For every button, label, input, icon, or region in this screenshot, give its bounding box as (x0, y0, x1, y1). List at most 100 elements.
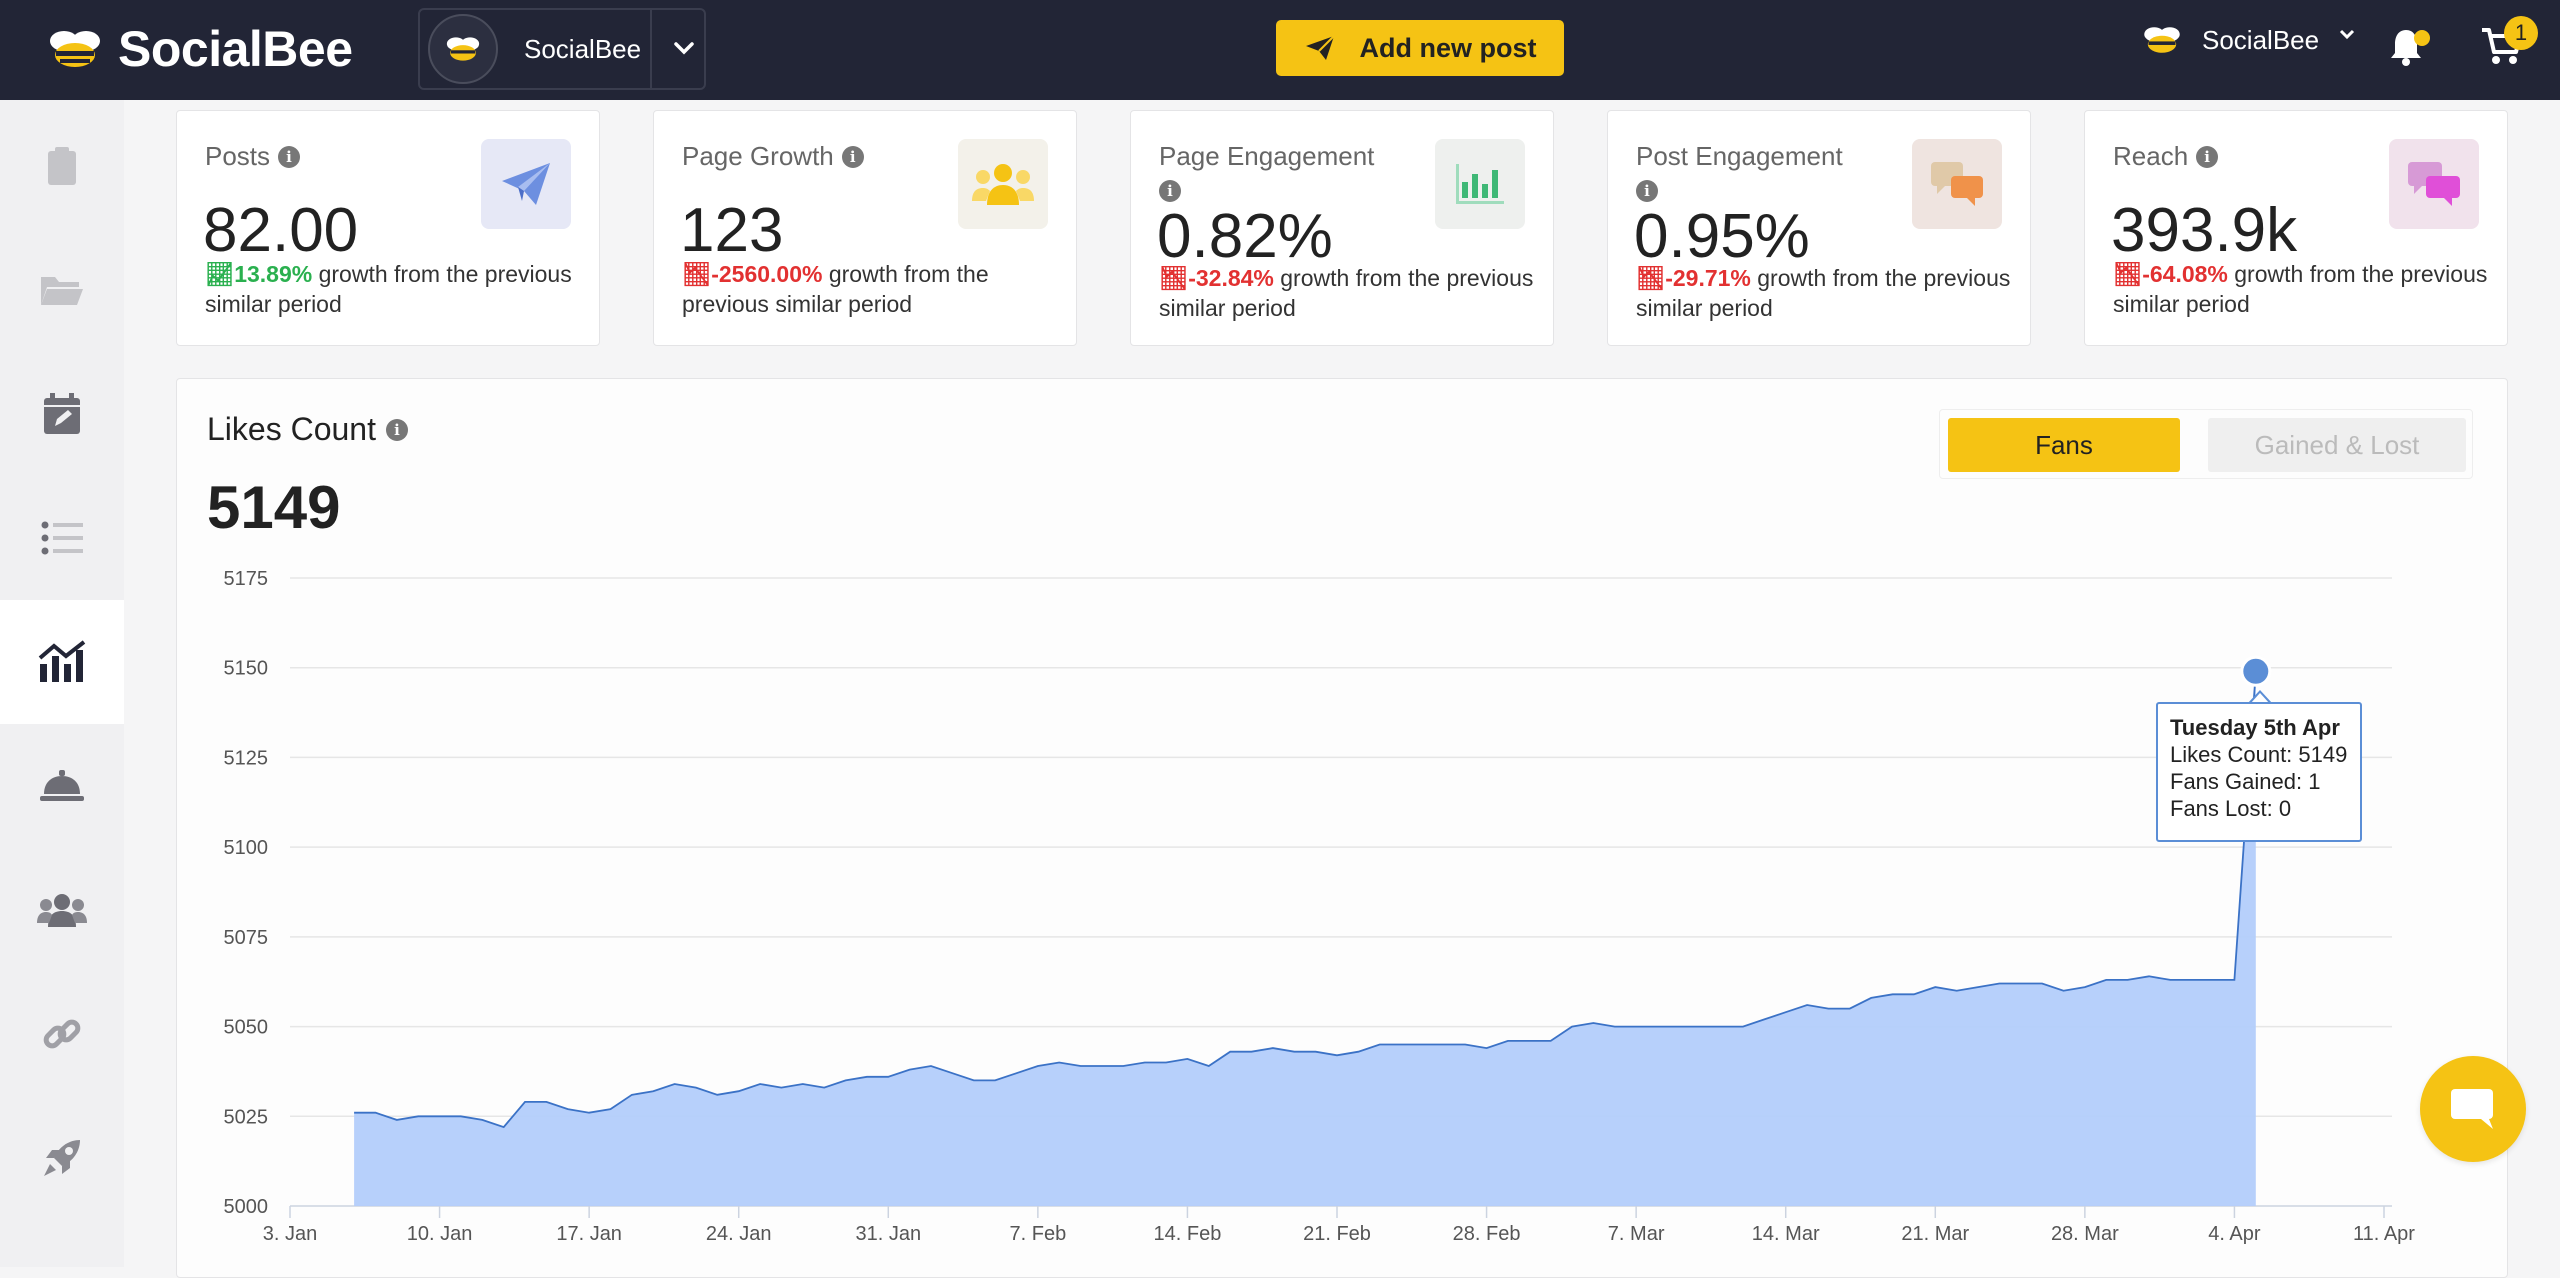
message-bubbles-icon (2408, 162, 2460, 206)
fans-toggle-button[interactable]: Fans (1948, 418, 2180, 472)
socialbee-logo[interactable]: SocialBee (44, 20, 353, 78)
growth-percent: -64.08% (2142, 261, 2228, 287)
account-name: SocialBee (524, 33, 642, 64)
stat-title-text: Post Engagement (1636, 141, 1843, 171)
chart-tooltip: Tuesday 5th Apr Likes Count: 5149 Fans G… (2156, 702, 2362, 842)
panel-title-text: Likes Count (207, 411, 376, 447)
stat-card-posts: Posts i 82.00 📈︎13.89% growth from the pr… (176, 110, 600, 346)
sidebar-item-schedule[interactable] (0, 352, 124, 476)
stat-title-text: Page Engagement (1159, 141, 1375, 171)
bar-chart-icon (1456, 164, 1504, 204)
info-icon[interactable]: i (278, 145, 301, 168)
sidebar-item-concierge[interactable] (0, 724, 124, 848)
stat-icon-box (1435, 139, 1525, 229)
notifications-bell-icon[interactable] (2388, 26, 2424, 66)
sidebar-item-analytics[interactable] (0, 600, 124, 724)
growth-percent: 13.89% (234, 261, 313, 287)
stat-value: 393.9k (2111, 196, 2298, 265)
tooltip-date: Tuesday 5th Apr (2170, 715, 2340, 740)
people-icon (972, 164, 1034, 205)
stat-value: 82.00 (203, 196, 359, 265)
add-new-post-button[interactable]: Add new post (1276, 20, 1564, 76)
bee-logo-icon (50, 31, 100, 67)
stat-title: Post Engagement i (1636, 141, 1866, 202)
paper-plane-icon (502, 163, 550, 205)
stat-card-page-engagement: Page Engagement i 0.82% 📉︎-32.84% growth … (1130, 110, 1554, 346)
analytics-icon (38, 640, 86, 682)
info-icon[interactable]: i (1159, 180, 1181, 202)
users-icon (37, 894, 87, 927)
bee-user-icon (2144, 27, 2180, 53)
sidebar-item-links[interactable] (0, 972, 124, 1096)
sidebar-item-categories[interactable] (0, 228, 124, 352)
sidebar-item-content[interactable] (0, 104, 124, 228)
chevron-down-icon[interactable] (670, 34, 698, 62)
cart-count-badge: 1 (2504, 16, 2538, 50)
growth-text: growth from the previous similar period (1159, 265, 1534, 321)
growth-text: growth from the previous similar period (1636, 265, 2011, 321)
tooltip-lost: Fans Lost: 0 (2170, 796, 2292, 821)
clipboard-icon (48, 147, 76, 185)
brand-name: SocialBee (118, 21, 353, 77)
paper-plane-icon (1305, 35, 1335, 60)
stat-card-post-engagement: Post Engagement i 0.95% 📉︎-29.71% growth … (1607, 110, 2031, 346)
notification-dot (2414, 30, 2430, 46)
growth-text: growth from the previous similar period (682, 261, 989, 317)
tooltip-gained: Fans Gained: 1 (2170, 769, 2321, 794)
stat-card-reach: Reach i 393.9k 📉︎-64.08% growth from the … (2084, 110, 2508, 346)
sidebar-item-onboarding[interactable] (0, 1096, 124, 1220)
folder-icon (41, 277, 83, 305)
sidebar-item-posts-list[interactable] (0, 476, 124, 600)
stat-title-text: Posts (205, 141, 271, 171)
stat-title-text: Reach (2113, 141, 2189, 171)
list-icon (41, 521, 83, 555)
account-switcher[interactable]: SocialBee (418, 8, 706, 90)
chart-mode-toggle: Fans Gained & Lost (1939, 409, 2473, 479)
panel-title: Likes Count i (207, 411, 408, 448)
stat-growth: 📉︎-64.08% growth from the previous simil… (2113, 259, 2493, 319)
bell-service-icon (40, 770, 84, 801)
divider (650, 10, 652, 88)
stat-growth: 📈︎13.89% growth from the previous simila… (205, 259, 585, 319)
calendar-edit-icon (44, 393, 80, 434)
stat-title: Posts i (205, 141, 301, 172)
info-icon[interactable]: i (1636, 180, 1658, 202)
trend-down-icon: 📉︎ (1636, 265, 1666, 291)
stat-icon-box (2389, 139, 2479, 229)
stat-value: 123 (680, 196, 784, 265)
gained-lost-toggle-button[interactable]: Gained & Lost (2208, 418, 2466, 472)
trend-up-icon: 📈︎ (205, 261, 235, 287)
user-menu[interactable]: SocialBee (2140, 24, 2357, 56)
chat-icon (2451, 1089, 2493, 1129)
add-new-post-label: Add new post (1359, 32, 1537, 63)
info-icon[interactable]: i (841, 145, 864, 168)
account-avatar (428, 14, 498, 84)
stat-icon-box (958, 139, 1048, 229)
stat-title: Reach i (2113, 141, 2219, 172)
link-icon (43, 1019, 81, 1049)
trend-down-icon: 📉︎ (1159, 265, 1189, 291)
trend-down-icon: 📉︎ (682, 261, 712, 287)
stat-growth: 📉︎-29.71% growth from the previous simil… (1636, 263, 2016, 323)
chat-bubbles-icon (1931, 162, 1983, 206)
stat-card-page-growth: Page Growth i 123 📉︎-2560.00% growth from… (653, 110, 1077, 346)
growth-percent: -29.71% (1665, 265, 1751, 291)
stat-icon-box (1912, 139, 2002, 229)
growth-percent: -32.84% (1188, 265, 1274, 291)
user-name: SocialBee (2202, 24, 2320, 55)
bee-avatar-icon (446, 37, 480, 61)
stat-icon-box (481, 139, 571, 229)
growth-text: growth from the previous similar period (205, 261, 572, 317)
stat-title: Page Engagement i (1159, 141, 1389, 202)
live-chat-button[interactable] (2420, 1056, 2526, 1162)
sidebar-item-audience[interactable] (0, 848, 124, 972)
stat-title-text: Page Growth (682, 141, 834, 171)
info-icon[interactable]: i (385, 418, 408, 441)
tooltip-likes: Likes Count: 5149 (2170, 742, 2348, 767)
info-icon[interactable]: i (2196, 145, 2219, 168)
growth-text: growth from the previous similar period (2113, 261, 2488, 317)
stat-title: Page Growth i (682, 141, 864, 172)
rocket-icon (44, 1140, 80, 1176)
likes-total: 5149 (207, 474, 341, 541)
trend-down-icon: 📉︎ (2113, 261, 2143, 287)
